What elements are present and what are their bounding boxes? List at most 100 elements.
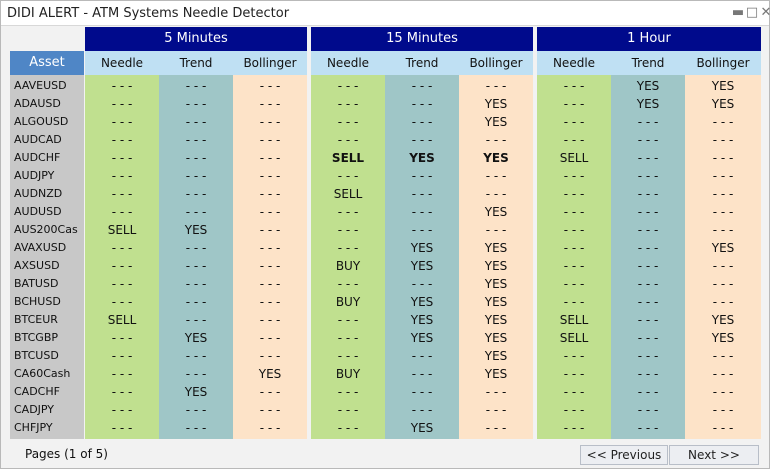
asset-name-cell[interactable]: AUDCHF bbox=[14, 151, 61, 164]
signal-cell-needle-15min: - - - bbox=[337, 97, 359, 111]
window-title: DIDI ALERT - ATM Systems Needle Detector bbox=[7, 6, 290, 21]
signal-cell-bollinger-1hour: - - - bbox=[712, 349, 734, 363]
signal-cell-bollinger-5min: - - - bbox=[259, 277, 281, 291]
signal-cell-bollinger-1hour: YES bbox=[711, 79, 735, 93]
asset-name-cell[interactable]: CA60Cash bbox=[14, 367, 71, 380]
signal-cell-trend-1hour: - - - bbox=[637, 241, 659, 255]
column-trend-5min: - - - - - - - - - - - - - - - - - - - - - - - -… bbox=[159, 75, 233, 439]
signal-cell-trend-5min: - - - bbox=[185, 277, 207, 291]
signal-cell-needle-1hour: SELL bbox=[559, 331, 589, 345]
asset-name-cell[interactable]: AUS200Cas bbox=[14, 223, 78, 236]
column-needle-5min: - - - - - - - - - - - - - - - - - - - - - - - -… bbox=[85, 75, 159, 439]
signal-cell-bollinger-1hour: YES bbox=[711, 313, 735, 327]
signal-cell-trend-1hour: - - - bbox=[637, 259, 659, 273]
signal-cell-needle-1hour: SELL bbox=[559, 151, 589, 165]
signal-cell-trend-1hour: - - - bbox=[637, 349, 659, 363]
signal-cell-bollinger-5min: - - - bbox=[259, 97, 281, 111]
signal-cell-trend-1hour: - - - bbox=[637, 421, 659, 435]
asset-name-cell[interactable]: BCHUSD bbox=[14, 295, 61, 308]
signal-cell-bollinger-15min: YES bbox=[484, 295, 508, 309]
signal-cell-needle-1hour: - - - bbox=[563, 259, 585, 273]
signal-cell-trend-5min: - - - bbox=[185, 205, 207, 219]
asset-name-cell[interactable]: CADCHF bbox=[14, 385, 60, 398]
signal-cell-bollinger-5min: - - - bbox=[259, 385, 281, 399]
signal-cell-needle-5min: - - - bbox=[111, 421, 133, 435]
signal-cell-bollinger-15min: - - - bbox=[485, 223, 507, 237]
maximize-icon[interactable]: □ bbox=[745, 5, 759, 20]
group-header-5min: 5 Minutes bbox=[85, 27, 307, 51]
asset-name-cell[interactable]: AAVEUSD bbox=[14, 79, 67, 92]
signal-cell-needle-1hour: - - - bbox=[563, 241, 585, 255]
signal-cell-trend-1hour: - - - bbox=[637, 367, 659, 381]
previous-page-button[interactable]: << Previous bbox=[580, 445, 668, 465]
next-page-button[interactable]: Next >> bbox=[669, 445, 759, 465]
signal-cell-needle-5min: SELL bbox=[107, 313, 137, 327]
asset-name-cell[interactable]: AVAXUSD bbox=[14, 241, 67, 254]
signal-cell-trend-1hour: - - - bbox=[637, 205, 659, 219]
subheader-needle-1hour: Needle bbox=[537, 51, 611, 75]
signal-cell-bollinger-5min: - - - bbox=[259, 349, 281, 363]
signal-cell-needle-5min: - - - bbox=[111, 151, 133, 165]
signal-cell-bollinger-5min: YES bbox=[258, 367, 282, 381]
signal-cell-trend-5min: - - - bbox=[185, 115, 207, 129]
signal-cell-needle-5min: - - - bbox=[111, 133, 133, 147]
asset-column-header[interactable]: Asset bbox=[10, 51, 84, 75]
signal-cell-needle-15min: BUY bbox=[335, 367, 361, 381]
subheader-bollinger-1hour: Bollinger bbox=[685, 51, 761, 75]
signal-cell-bollinger-5min: - - - bbox=[259, 295, 281, 309]
signal-cell-trend-15min: - - - bbox=[411, 205, 433, 219]
signal-cell-needle-15min: - - - bbox=[337, 205, 359, 219]
signal-cell-bollinger-15min: - - - bbox=[485, 385, 507, 399]
signal-cell-bollinger-1hour: - - - bbox=[712, 169, 734, 183]
signal-cell-trend-15min: YES bbox=[409, 151, 435, 165]
signal-cell-trend-1hour: - - - bbox=[637, 331, 659, 345]
asset-name-cell[interactable]: BTCGBP bbox=[14, 331, 59, 344]
signal-cell-trend-1hour: - - - bbox=[637, 187, 659, 201]
asset-name-cell[interactable]: AUDCAD bbox=[14, 133, 62, 146]
signal-cell-trend-1hour: - - - bbox=[637, 223, 659, 237]
signal-cell-needle-5min: - - - bbox=[111, 295, 133, 309]
signal-cell-bollinger-15min: YES bbox=[484, 277, 508, 291]
signal-cell-bollinger-1hour: - - - bbox=[712, 259, 734, 273]
signal-cell-trend-15min: YES bbox=[410, 295, 434, 309]
signal-cell-needle-1hour: - - - bbox=[563, 169, 585, 183]
title-bar[interactable]: DIDI ALERT - ATM Systems Needle Detector… bbox=[1, 1, 770, 26]
asset-name-cell[interactable]: AUDNZD bbox=[14, 187, 63, 200]
signal-cell-trend-5min: - - - bbox=[185, 133, 207, 147]
signal-cell-needle-15min: - - - bbox=[337, 169, 359, 183]
asset-name-cell[interactable]: ADAUSD bbox=[14, 97, 61, 110]
asset-name-cell[interactable]: AUDJPY bbox=[14, 169, 55, 182]
asset-name-cell[interactable]: ALGOUSD bbox=[14, 115, 69, 128]
signal-cell-needle-15min: - - - bbox=[337, 403, 359, 417]
signal-cell-bollinger-15min: - - - bbox=[485, 403, 507, 417]
minimize-icon[interactable]: ▬ bbox=[731, 5, 745, 20]
signal-cell-trend-15min: YES bbox=[410, 313, 434, 327]
signal-cell-needle-1hour: - - - bbox=[563, 295, 585, 309]
signal-cell-trend-5min: - - - bbox=[185, 169, 207, 183]
asset-name-cell[interactable]: CHFJPY bbox=[14, 421, 53, 434]
signal-cell-trend-5min: YES bbox=[184, 385, 208, 399]
asset-name-cell[interactable]: AUDUSD bbox=[14, 205, 62, 218]
signal-cell-needle-1hour: - - - bbox=[563, 277, 585, 291]
asset-name-cell[interactable]: AXSUSD bbox=[14, 259, 60, 272]
signal-cell-needle-1hour: - - - bbox=[563, 115, 585, 129]
asset-name-cell[interactable]: BTCEUR bbox=[14, 313, 58, 326]
signal-cell-trend-5min: - - - bbox=[185, 259, 207, 273]
signal-cell-bollinger-1hour: YES bbox=[711, 241, 735, 255]
asset-name-cell[interactable]: BATUSD bbox=[14, 277, 59, 290]
signal-cell-trend-5min: - - - bbox=[185, 367, 207, 381]
close-icon[interactable]: ✕ bbox=[760, 5, 770, 20]
asset-name-cell[interactable]: BTCUSD bbox=[14, 349, 59, 362]
signal-cell-trend-5min: - - - bbox=[185, 241, 207, 255]
signal-cell-bollinger-5min: - - - bbox=[259, 133, 281, 147]
signal-cell-needle-1hour: - - - bbox=[563, 79, 585, 93]
signal-cell-needle-15min: - - - bbox=[337, 421, 359, 435]
signal-cell-bollinger-1hour: YES bbox=[711, 331, 735, 345]
signal-cell-trend-15min: - - - bbox=[411, 223, 433, 237]
column-needle-15min: - - - - - - - - - - - - SELL - - - SELL - - - - … bbox=[311, 75, 385, 439]
asset-name-cell[interactable]: CADJPY bbox=[14, 403, 55, 416]
signal-cell-needle-15min: - - - bbox=[337, 133, 359, 147]
signal-cell-bollinger-5min: - - - bbox=[259, 187, 281, 201]
signal-cell-bollinger-15min: - - - bbox=[485, 133, 507, 147]
